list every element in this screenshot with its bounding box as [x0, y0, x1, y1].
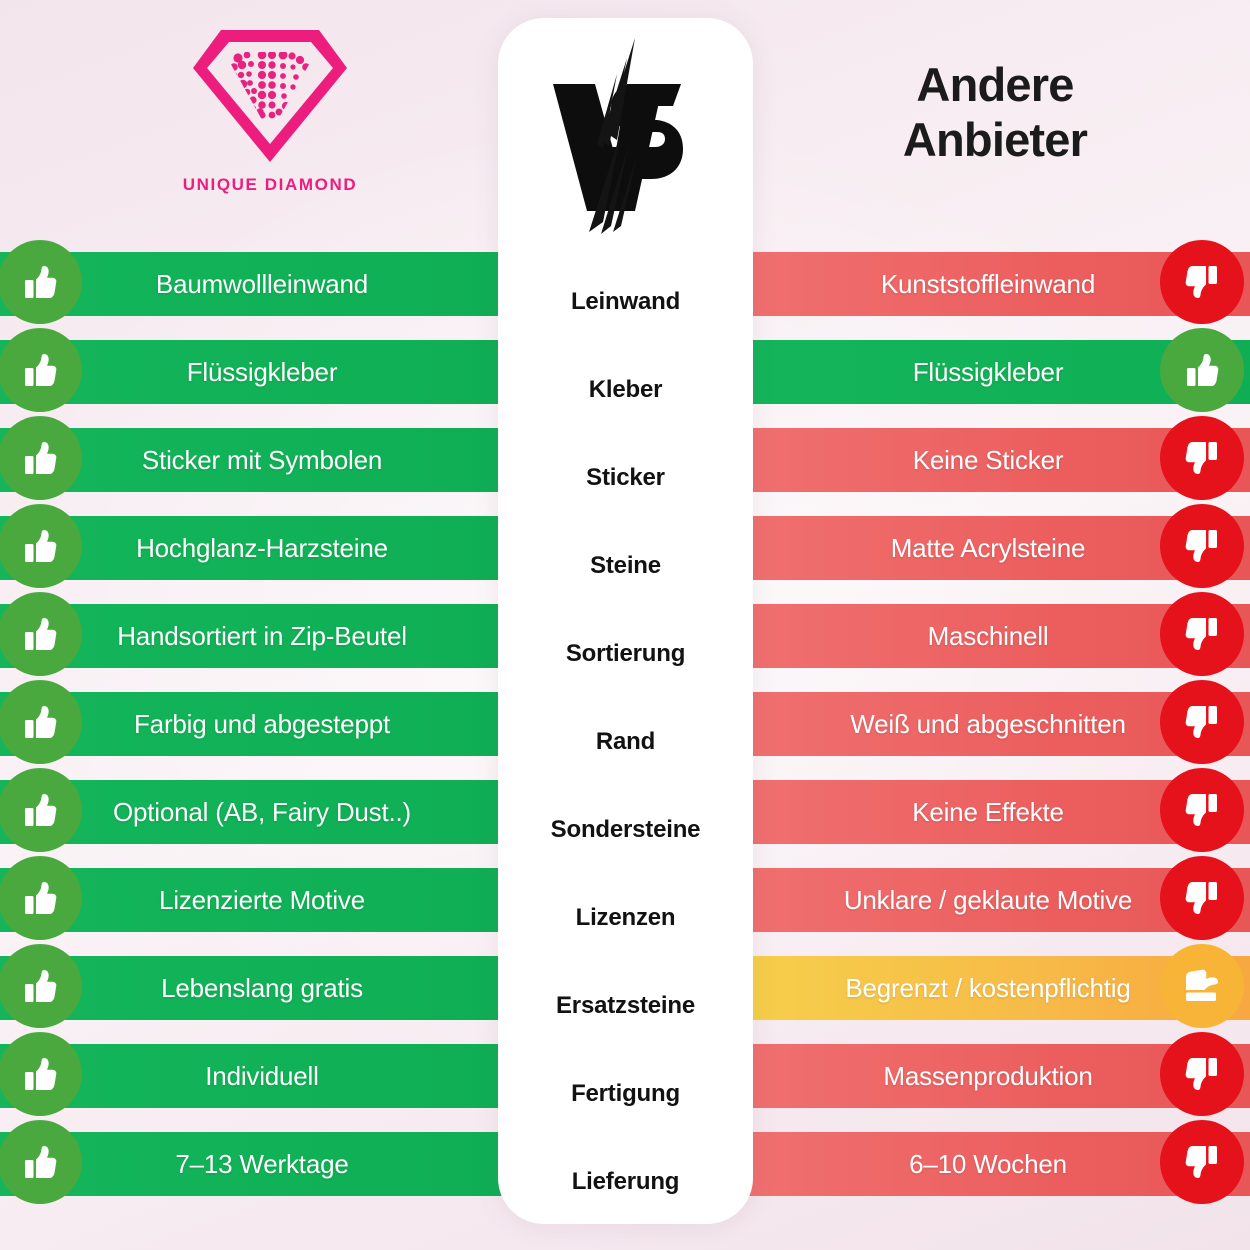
left-value-text: Hochglanz-Harzsteine — [136, 532, 388, 563]
left-value-text: Baumwollleinwand — [155, 268, 369, 299]
center-feature-card: Leinwand Kleber Sticker Steine Sortierun… — [498, 18, 753, 1224]
left-value-text: Individuell — [205, 1060, 319, 1091]
center-feature-labels: Leinwand Kleber Sticker Steine Sortierun… — [498, 258, 753, 1226]
feature-label: Lizenzen — [575, 904, 676, 931]
thumbs-down-icon — [1160, 856, 1244, 940]
thumbs-down-icon — [1160, 504, 1244, 588]
comparison-row: Individuell Massenproduktion — [0, 1032, 1250, 1120]
comparison-row: Baumwollleinwand Kunststoffleinwand — [0, 240, 1250, 328]
diamond-ud-logo-icon — [70, 22, 470, 167]
thumbs-up-icon — [0, 768, 82, 852]
feature-label: Sondersteine — [550, 816, 701, 843]
comparison-row: Handsortiert in Zip-Beutel Maschinell — [0, 592, 1250, 680]
comparison-row: Farbig und abgesteppt Weiß und abgeschnit… — [0, 680, 1250, 768]
right-value-text: Maschinell — [927, 620, 1049, 651]
thumbs-up-icon — [0, 856, 82, 940]
right-value-text: Matte Acrylsteine — [890, 532, 1086, 563]
comparison-row: Flüssigkleber Flüssigkleber — [0, 328, 1250, 416]
left-value-bar: Lebenslang gratis — [0, 956, 506, 1020]
feature-label: Leinwand — [570, 288, 681, 315]
thumbs-up-icon — [0, 328, 82, 412]
comparison-row: Lebenslang gratis Begrenzt / kostenpflich… — [0, 944, 1250, 1032]
left-value-bar: 7–13 Werktage — [0, 1132, 506, 1196]
vs-lightning-icon — [531, 36, 721, 241]
feature-label: Kleber — [588, 376, 663, 403]
left-value-text: Sticker mit Symbolen — [141, 444, 383, 475]
comparison-row: 7–13 Werktage 6–10 Wochen — [0, 1120, 1250, 1208]
left-value-text: Flüssigkleber — [186, 356, 338, 387]
thumbs-down-icon — [1160, 1120, 1244, 1204]
left-value-text: Optional (AB, Fairy Dust..) — [112, 796, 412, 827]
right-value-text: Massenproduktion — [883, 1060, 1093, 1091]
rival-title-line1: Andere — [916, 58, 1074, 111]
right-value-text: Weiß und abgeschnitten — [850, 708, 1126, 739]
thumbs-down-icon — [1160, 1032, 1244, 1116]
thumbs-down-icon — [1160, 416, 1244, 500]
left-value-text: Lizenzierte Motive — [159, 884, 365, 915]
comparison-row: Hochglanz-Harzsteine Matte Acrylsteine — [0, 504, 1250, 592]
brand-header: UNIQUE DIAMOND — [70, 22, 470, 195]
comparison-rows: Baumwollleinwand Kunststoffleinwand Flüssi… — [0, 240, 1250, 1208]
thumbs-up-icon — [0, 1032, 82, 1116]
left-value-bar: Individuell — [0, 1044, 506, 1108]
thumbs-down-icon — [1160, 240, 1244, 324]
feature-label: Sortierung — [565, 640, 686, 667]
brand-name: UNIQUE DIAMOND — [182, 175, 358, 194]
left-value-bar: Farbig und abgesteppt — [0, 692, 506, 756]
thumbs-down-icon — [1160, 592, 1244, 676]
rival-title-line2: Anbieter — [902, 112, 1088, 166]
left-value-bar: Hochglanz-Harzsteine — [0, 516, 506, 580]
right-value-text: Keine Sticker — [912, 444, 1064, 475]
thumbs-up-icon — [0, 416, 82, 500]
thumbs-up-icon — [0, 592, 82, 676]
thumbs-up-icon — [0, 240, 82, 324]
right-value-text: 6–10 Wochen — [909, 1148, 1067, 1179]
left-value-text: Lebenslang gratis — [161, 972, 363, 1003]
left-value-bar: Flüssigkleber — [0, 340, 506, 404]
feature-label: Fertigung — [571, 1080, 680, 1107]
feature-label: Steine — [590, 552, 661, 579]
feature-label: Rand — [595, 728, 656, 755]
feature-label: Ersatzsteine — [556, 992, 695, 1019]
thumbs-up-icon — [1160, 328, 1244, 412]
right-value-text: Begrenzt / kostenpflichtig — [845, 972, 1131, 1003]
left-value-bar: Optional (AB, Fairy Dust..) — [0, 780, 506, 844]
feature-label: Sticker — [586, 464, 665, 491]
left-value-bar: Baumwollleinwand — [0, 252, 506, 316]
thumbs-down-icon — [1160, 768, 1244, 852]
rival-header: Andere Anbieter — [780, 58, 1210, 167]
comparison-row: Lizenzierte Motive Unklare / geklaute Mot… — [0, 856, 1250, 944]
left-value-bar: Sticker mit Symbolen — [0, 428, 506, 492]
thumbs-up-icon — [0, 680, 82, 764]
left-value-bar: Handsortiert in Zip-Beutel — [0, 604, 506, 668]
right-value-text: Kunststoffleinwand — [880, 268, 1096, 299]
thumbs-sideways-icon — [1160, 944, 1244, 1028]
thumbs-down-icon — [1160, 680, 1244, 764]
feature-label: Lieferung — [571, 1168, 680, 1195]
left-value-text: 7–13 Werktage — [175, 1148, 349, 1179]
left-value-bar: Lizenzierte Motive — [0, 868, 506, 932]
thumbs-up-icon — [0, 944, 82, 1028]
left-value-text: Handsortiert in Zip-Beutel — [117, 620, 407, 651]
left-value-text: Farbig und abgesteppt — [134, 708, 390, 739]
thumbs-up-icon — [0, 504, 82, 588]
right-value-text: Keine Effekte — [912, 796, 1064, 827]
comparison-row: Sticker mit Symbolen Keine Sticker — [0, 416, 1250, 504]
right-value-text: Unklare / geklaute Motive — [843, 884, 1133, 915]
thumbs-up-icon — [0, 1120, 82, 1204]
right-value-text: Flüssigkleber — [912, 356, 1064, 387]
comparison-row: Optional (AB, Fairy Dust..) Keine Effekte — [0, 768, 1250, 856]
